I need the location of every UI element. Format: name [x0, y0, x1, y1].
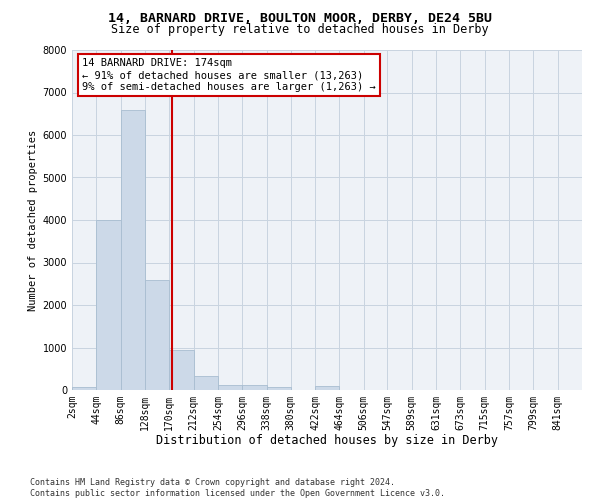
Bar	[145, 280, 169, 390]
Bar	[97, 220, 121, 390]
Bar	[72, 388, 97, 390]
Text: Contains HM Land Registry data © Crown copyright and database right 2024.
Contai: Contains HM Land Registry data © Crown c…	[30, 478, 445, 498]
X-axis label: Distribution of detached houses by size in Derby: Distribution of detached houses by size …	[156, 434, 498, 448]
Text: 14 BARNARD DRIVE: 174sqm
← 91% of detached houses are smaller (13,263)
9% of sem: 14 BARNARD DRIVE: 174sqm ← 91% of detach…	[82, 58, 376, 92]
Bar	[121, 110, 145, 390]
Bar	[315, 386, 340, 390]
Bar	[266, 388, 291, 390]
Bar	[242, 386, 266, 390]
Text: Size of property relative to detached houses in Derby: Size of property relative to detached ho…	[111, 22, 489, 36]
Text: 14, BARNARD DRIVE, BOULTON MOOR, DERBY, DE24 5BU: 14, BARNARD DRIVE, BOULTON MOOR, DERBY, …	[108, 12, 492, 26]
Y-axis label: Number of detached properties: Number of detached properties	[28, 130, 38, 310]
Bar	[218, 385, 242, 390]
Bar	[169, 350, 194, 390]
Bar	[194, 376, 218, 390]
